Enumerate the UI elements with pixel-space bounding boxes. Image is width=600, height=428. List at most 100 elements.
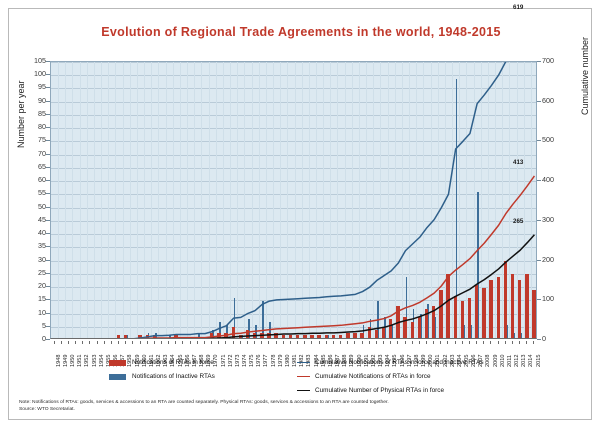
vertical-gridline (237, 62, 239, 338)
y-axis-left-tick-label: 75 (38, 135, 46, 145)
y-axis-left-tick-label: 105 (34, 56, 46, 65)
gridline (51, 101, 536, 103)
gridline (51, 273, 536, 275)
legend-item[interactable]: Cumulative Number of Physical RTAs in fo… (297, 385, 484, 396)
legend-item[interactable]: Notifications of Inactive RTAs (109, 371, 215, 382)
legend-line-icon (297, 390, 310, 391)
legend-item[interactable]: Notifications of RTAs in force (109, 357, 215, 368)
x-axis-tick-mark (75, 341, 77, 344)
x-axis-tick-mark (361, 341, 363, 344)
bar-rtas-in-force (417, 316, 422, 338)
line-series (55, 61, 535, 339)
x-axis-tick-mark (354, 341, 356, 344)
vertical-gridline (366, 62, 368, 338)
bar-inactive-rtas (477, 192, 479, 338)
y-axis-right-tick-label: 200 (542, 254, 554, 264)
bar-rtas-in-force (510, 274, 515, 338)
gridline (51, 114, 536, 116)
y-axis-left-tick-label: 80 (38, 122, 46, 132)
y-axis-left-tick-mark (46, 246, 50, 248)
x-axis-tick-mark (146, 341, 148, 344)
y-axis-right-tick-label: 100 (542, 294, 554, 304)
x-axis-tick-mark (461, 341, 463, 344)
vertical-gridline (230, 62, 232, 338)
bar-rtas-in-force (317, 335, 321, 338)
y-axis-left-tick-label: 65 (38, 161, 46, 171)
vertical-gridline (459, 62, 461, 338)
y-axis-left-tick-mark (46, 180, 50, 182)
y-axis-left-tick-label: 15 (38, 294, 46, 304)
legend-label: Notifications of RTAs in force (132, 359, 214, 366)
bar-rtas-in-force (231, 327, 235, 338)
x-axis-tick-mark (411, 341, 413, 344)
bar-rtas-in-force (446, 274, 450, 338)
x-axis-tick-mark (483, 341, 485, 344)
gridline (51, 128, 536, 130)
line-series (55, 176, 535, 339)
y-axis-left-tick-label: 30 (38, 254, 46, 264)
y-axis-left-tick-label: 5 (42, 320, 46, 330)
chart-frame: Evolution of Regional Trade Agreements i… (8, 4, 592, 420)
legend-item[interactable]: Cumulative Notifications of RTAs in forc… (297, 357, 484, 368)
bar-rtas-in-force (489, 279, 493, 338)
vertical-gridline (344, 62, 346, 338)
vertical-gridline (280, 62, 282, 338)
bar-rtas-in-force (503, 261, 508, 338)
x-axis-tick-mark (368, 341, 370, 344)
bar-rtas-in-force (174, 335, 178, 338)
x-axis-tick-mark (440, 341, 442, 344)
vertical-gridline (222, 62, 224, 338)
x-axis-tick-mark (397, 341, 399, 344)
vertical-gridline (416, 62, 418, 338)
y-axis-left-tick-label: 90 (38, 95, 46, 105)
footnote: Note: Notifications of RTAs: goods, serv… (19, 399, 579, 413)
gridline (51, 141, 536, 143)
y-axis-left-tick-mark (46, 339, 50, 340)
x-axis-tick-mark (418, 341, 420, 344)
vertical-gridline (530, 62, 532, 338)
vertical-gridline (466, 62, 468, 338)
bar-rtas-in-force (381, 327, 386, 338)
x-axis-tick-mark (218, 341, 220, 344)
y-axis-left-tick-mark (46, 74, 50, 76)
vertical-gridline (165, 62, 167, 338)
legend-item[interactable]: Cumulative Notifications of RTAs in forc… (297, 371, 484, 382)
y-axis-right-title: Cumulative number (580, 36, 590, 115)
y-axis-left-tick-label: 55 (38, 188, 46, 198)
x-axis-tick-mark (347, 341, 349, 344)
gridline (51, 167, 536, 169)
x-axis-tick-mark (268, 341, 270, 344)
y-axis-left-tick-mark (46, 233, 50, 235)
bar-inactive-rtas (455, 78, 458, 338)
bar-rtas-in-force (303, 335, 307, 338)
x-axis-tick-mark (490, 341, 492, 344)
vertical-gridline (301, 62, 303, 338)
x-axis-tick-mark (182, 341, 184, 344)
vertical-gridline (194, 62, 196, 338)
bar-rtas-in-force (116, 335, 121, 338)
vertical-gridline (430, 62, 432, 338)
gridline (51, 220, 536, 222)
legend-column-bars: Notifications of RTAs in force Notificati… (109, 357, 215, 385)
x-axis-tick-mark (103, 341, 105, 344)
y-axis-left-tick-label: 35 (38, 241, 46, 251)
y-axis-right-tick-mark (537, 180, 541, 182)
vertical-gridline (144, 62, 146, 338)
vertical-gridline (423, 62, 425, 338)
vertical-gridline (136, 62, 138, 338)
vertical-gridline (93, 62, 95, 338)
gridline (51, 260, 536, 262)
bar-rtas-in-force (403, 316, 407, 338)
bar-rtas-in-force (353, 332, 357, 338)
gridline (51, 247, 536, 249)
bar-rtas-in-force (410, 322, 414, 338)
gridline (51, 207, 536, 209)
legend-label: Cumulative Number of Physical RTAs in fo… (315, 387, 445, 394)
line-series-layer (51, 62, 537, 339)
x-axis-tick-mark (504, 341, 506, 344)
vertical-gridline (373, 62, 375, 338)
vertical-gridline (244, 62, 246, 338)
bar-rtas-in-force (338, 335, 343, 338)
x-axis-tick-mark (533, 341, 535, 344)
x-axis-tick-mark (304, 341, 306, 344)
